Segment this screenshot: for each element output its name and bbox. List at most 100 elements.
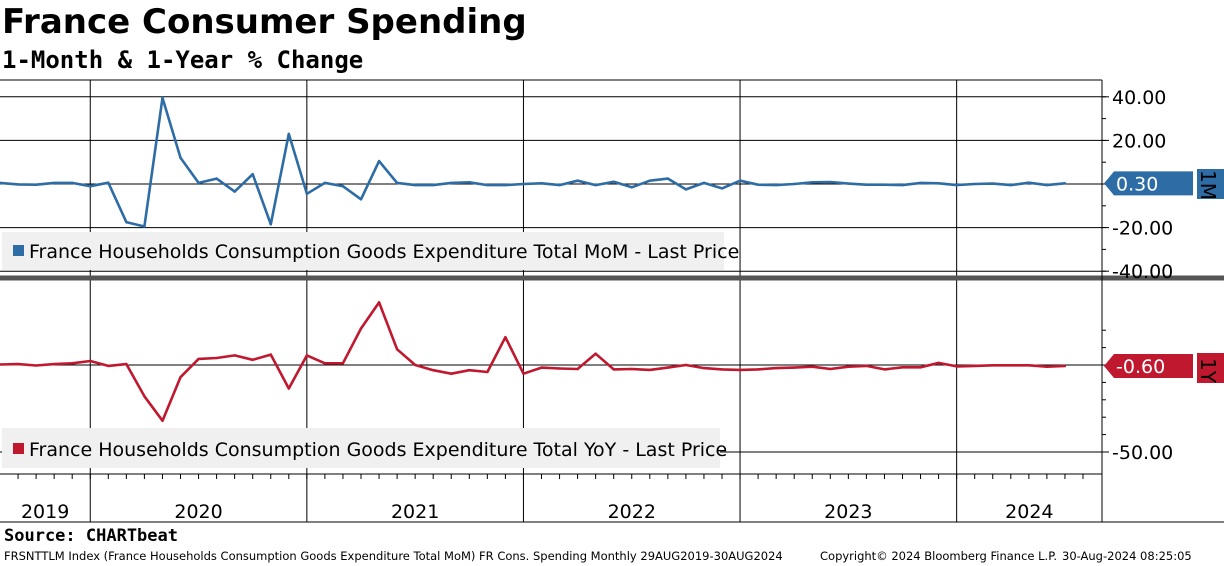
source-note: Source: CHARTbeat xyxy=(4,526,178,546)
legend-mom: France Households Consumption Goods Expe… xyxy=(2,232,739,270)
mom-data-point xyxy=(468,181,471,184)
mom-data-point xyxy=(269,223,272,226)
yoy-data-point xyxy=(486,370,489,374)
yoy-data-point xyxy=(522,372,525,375)
yoy-data-point xyxy=(0,363,2,366)
panel-tag-1y-box xyxy=(1197,353,1224,383)
yoy-data-point xyxy=(756,368,760,371)
yoy-data-point xyxy=(883,368,886,371)
x-tick-label: 2023 xyxy=(824,501,872,523)
mom-data-point xyxy=(973,182,976,186)
mom-data-point xyxy=(991,182,994,185)
yoy-data-point xyxy=(504,335,507,339)
mom-data-point xyxy=(197,181,200,185)
yoy-data-point xyxy=(937,361,940,365)
yoy-data-point xyxy=(865,364,868,368)
mom-data-point xyxy=(107,181,110,184)
yoy-data-point xyxy=(630,367,633,371)
legend-mom-swatch xyxy=(13,245,24,256)
mom-data-point xyxy=(811,181,814,184)
mom-data-point xyxy=(720,187,724,190)
yoy-data-point xyxy=(829,367,832,371)
yoy-data-point xyxy=(991,364,994,367)
mom-data-point xyxy=(179,156,182,160)
mom-data-point xyxy=(558,183,561,187)
y-axis: 40.00 20.00 -20.00 -40.00 -50.00 xyxy=(1102,87,1173,464)
last-value-tag-yoy-shape xyxy=(1104,354,1193,379)
chart-frame xyxy=(0,79,1224,523)
mom-data-point xyxy=(377,159,381,163)
yoy-data-point xyxy=(89,359,92,363)
yoy-data-point xyxy=(450,372,453,375)
mom-data-point xyxy=(395,181,399,185)
mom-data-point xyxy=(0,181,2,185)
mom-data-point xyxy=(847,182,850,185)
mom-data-point xyxy=(648,179,651,182)
yoy-data-point xyxy=(395,348,399,351)
yoy-data-point xyxy=(594,352,597,355)
yoy-data-point xyxy=(161,419,164,422)
yoy-data-point xyxy=(125,362,128,366)
yoy-series-line xyxy=(0,301,1066,423)
y-tick-label: 40.00 xyxy=(1112,87,1166,109)
mom-data-point xyxy=(305,192,309,196)
yoy-data-point xyxy=(287,387,290,390)
yoy-data-point xyxy=(1027,364,1031,367)
x-tick-label: 2020 xyxy=(174,501,222,523)
chart-title: France Consumer Spending xyxy=(2,2,527,42)
legend-yoy: France Households Consumption Goods Expe… xyxy=(2,428,727,468)
mom-data-point xyxy=(774,183,778,187)
series-mom xyxy=(0,96,1067,228)
yoy-data-point xyxy=(359,327,363,330)
yoy-data-point xyxy=(720,368,724,371)
mom-data-point xyxy=(432,183,435,187)
mom-data-point xyxy=(251,172,254,176)
yoy-data-point xyxy=(323,362,327,365)
mom-data-point xyxy=(829,180,832,184)
yoy-data-point xyxy=(973,364,976,368)
yoy-data-point xyxy=(648,368,651,372)
mom-data-point xyxy=(1027,181,1031,184)
last-value-tag-mom: 0.30 xyxy=(1116,173,1158,195)
yoy-data-point xyxy=(1063,364,1067,368)
mom-data-point xyxy=(919,181,922,185)
yoy-data-point xyxy=(215,356,218,360)
legend-yoy-background xyxy=(2,428,720,468)
mom-data-point xyxy=(233,190,236,193)
panel-tag-1y: 1Y xyxy=(1196,358,1220,384)
mom-data-point xyxy=(955,183,958,187)
x-tick-label: 2024 xyxy=(1005,501,1053,523)
yoy-data-point xyxy=(251,358,254,361)
legend-yoy-label: France Households Consumption Goods Expe… xyxy=(29,439,727,461)
mom-data-point xyxy=(34,183,38,186)
mom-data-point xyxy=(161,96,164,100)
mom-data-point xyxy=(323,181,327,185)
x-tick-label: 2019 xyxy=(21,501,69,523)
y-tick-label: -20.00 xyxy=(1112,218,1173,240)
yoy-data-point xyxy=(919,366,922,369)
yoy-data-point xyxy=(774,366,778,370)
mom-data-point xyxy=(793,182,796,186)
yoy-data-point xyxy=(52,362,56,366)
mom-data-point xyxy=(504,183,507,187)
y-tick-label: -40.00 xyxy=(1112,261,1173,283)
mom-data-point xyxy=(1063,182,1067,185)
mom-data-point xyxy=(865,183,868,186)
mom-data-point xyxy=(341,184,345,188)
yoy-data-point xyxy=(558,367,561,370)
yoy-data-point xyxy=(71,362,74,365)
mom-data-point xyxy=(413,183,417,187)
last-value-tag-yoy: -0.60 xyxy=(1116,356,1165,378)
mom-data-point xyxy=(215,177,218,180)
mom-data-point xyxy=(359,198,363,201)
yoy-data-point xyxy=(432,369,435,372)
yoy-data-point xyxy=(305,354,309,357)
yoy-data-point xyxy=(107,364,110,368)
mom-data-point xyxy=(1009,183,1012,187)
yoy-data-point xyxy=(738,368,742,372)
mom-data-point xyxy=(89,184,92,188)
mom-data-point xyxy=(594,183,597,187)
yoy-data-point xyxy=(468,369,471,372)
mom-data-point xyxy=(143,225,146,228)
